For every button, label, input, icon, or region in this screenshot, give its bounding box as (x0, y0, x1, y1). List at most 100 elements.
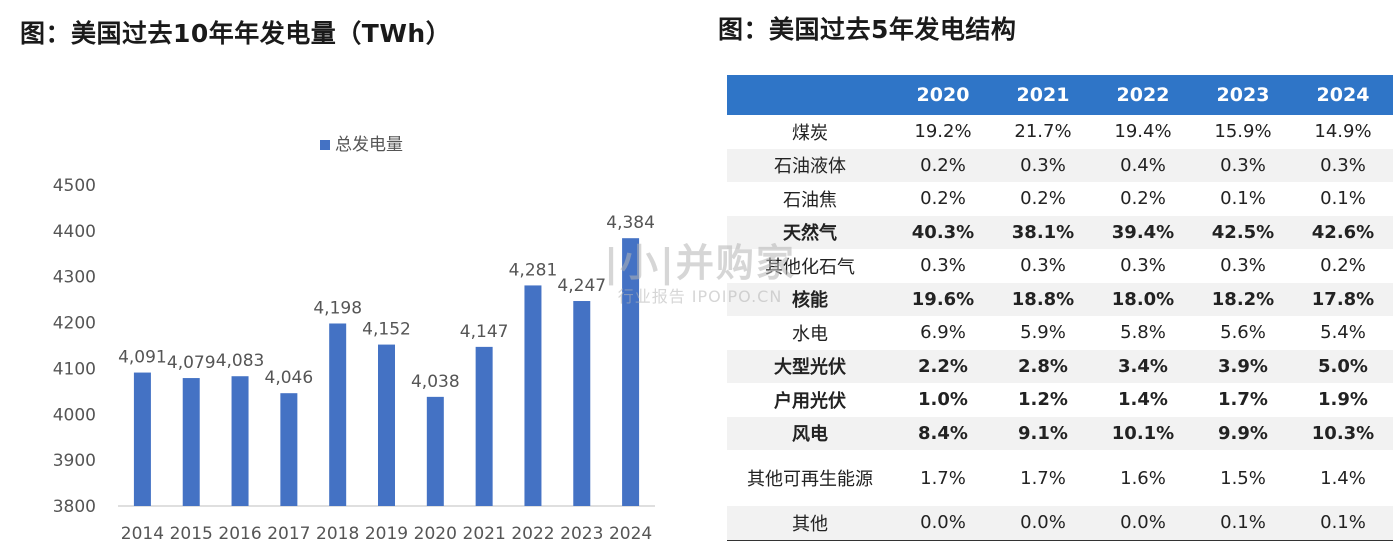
y-tick-label: 3800 (53, 497, 96, 517)
value-cell: 1.7% (1020, 467, 1066, 489)
bar (329, 323, 347, 506)
x-tick-label: 2023 (560, 524, 603, 544)
data-label: 4,147 (460, 322, 509, 342)
row-label-cell: 其他可再生能源 (747, 469, 873, 490)
value-cell: 42.5% (1193, 215, 1293, 249)
bar (280, 393, 298, 506)
value-cell: 38.1% (993, 215, 1093, 249)
value-cell: 18.0% (1093, 282, 1193, 316)
x-tick-label: 2022 (511, 524, 554, 544)
value-cell: 1.0% (918, 389, 968, 411)
data-label: 4,281 (509, 260, 558, 280)
row-label-cell: 其他 (727, 506, 893, 541)
row-label-cell: 煤炭 (792, 122, 828, 144)
value-cell: 1.5% (1220, 467, 1266, 489)
header-cell-year: 2024 (1293, 75, 1393, 115)
generation-structure-table: 2020 2021 2022 2023 2024 煤炭 19.2% 21.7% 19.4% 15… (727, 75, 1393, 541)
value-cell: 0.0% (993, 506, 1093, 541)
value-cell: 19.2% (914, 121, 972, 143)
row-label-cell: 水电 (792, 323, 828, 345)
table-header-row: 2020 2021 2022 2023 2024 (727, 75, 1393, 115)
data-label: 4,083 (216, 351, 265, 371)
legend-label: 总发电量 (335, 135, 403, 155)
table-body: 煤炭 19.2% 21.7% 19.4% 15.9% 14.9% 石油液体 0.2% 0.3% 0… (727, 115, 1393, 541)
value-cell: 9.9% (1193, 416, 1293, 450)
x-tick-label: 2017 (267, 524, 310, 544)
x-tick-label: 2018 (316, 524, 359, 544)
row-label-cell: 风电 (727, 416, 893, 450)
bar (622, 238, 640, 507)
value-cell: 0.2% (893, 148, 993, 182)
value-cell: 1.7% (920, 467, 966, 489)
data-label: 4,198 (313, 298, 362, 318)
y-tick-label: 4200 (53, 314, 96, 334)
value-cell: 5.6% (1220, 322, 1266, 344)
data-label: 4,079 (167, 353, 216, 373)
row-label-cell: 其他化石气 (765, 256, 855, 278)
table-row: 石油液体 0.2% 0.3% 0.4% 0.3% 0.3% (727, 148, 1393, 182)
value-cell: 0.1% (1320, 188, 1366, 210)
value-cell: 1.4% (1320, 467, 1366, 489)
bar (475, 346, 493, 506)
table-row: 核能 19.6% 18.8% 18.0% 18.2% 17.8% (727, 282, 1393, 316)
bar (524, 285, 542, 506)
value-cell: 0.2% (1320, 255, 1366, 277)
value-cell: 2.2% (893, 349, 993, 383)
bar (231, 376, 249, 506)
y-tick-label: 4100 (53, 359, 96, 379)
value-cell: 0.2% (1120, 188, 1166, 210)
value-cell: 0.0% (893, 506, 993, 541)
bar (426, 396, 444, 506)
value-cell: 42.6% (1293, 215, 1393, 249)
value-cell: 0.3% (1220, 255, 1266, 277)
table-row: 其他可再生能源 1.7% 1.7% 1.6% 1.5% 1.4% (727, 450, 1393, 506)
value-cell: 14.9% (1314, 121, 1372, 143)
value-cell: 1.6% (1120, 467, 1166, 489)
chart-title: 图：美国过去10年年发电量（TWh） (20, 19, 452, 48)
data-label: 4,247 (557, 276, 606, 296)
x-tick-label: 2024 (609, 524, 652, 544)
y-tick-label: 3900 (53, 451, 96, 471)
value-cell: 1.4% (1118, 389, 1168, 411)
value-cell: 3.4% (1093, 349, 1193, 383)
value-cell: 0.4% (1093, 148, 1193, 182)
x-tick-label: 2014 (121, 524, 164, 544)
data-label: 4,384 (606, 213, 655, 233)
value-cell: 18.2% (1193, 282, 1293, 316)
x-tick-label: 2016 (218, 524, 261, 544)
bar (378, 344, 395, 506)
value-cell: 0.3% (1193, 148, 1293, 182)
value-cell: 2.8% (993, 349, 1093, 383)
value-cell: 21.7% (1014, 121, 1072, 143)
table-row: 大型光伏 2.2% 2.8% 3.4% 3.9% 5.0% (727, 349, 1393, 383)
header-cell-year: 2022 (1093, 75, 1193, 115)
table-row: 煤炭 19.2% 21.7% 19.4% 15.9% 14.9% (727, 115, 1393, 149)
x-tick-label: 2020 (414, 524, 457, 544)
row-label-cell: 核能 (727, 282, 893, 316)
data-label: 4,152 (362, 320, 411, 340)
value-cell: 0.1% (1293, 506, 1393, 541)
y-tick-label: 4400 (53, 222, 96, 242)
bar (573, 301, 591, 506)
generation-structure-table-wrap: 2020 2021 2022 2023 2024 煤炭 19.2% 21.7% 19.4% 15… (727, 75, 1393, 541)
table-row: 其他 0.0% 0.0% 0.0% 0.1% 0.1% (727, 506, 1393, 541)
table-row: 水电 6.9% 5.9% 5.8% 5.6% 5.4% (727, 316, 1393, 350)
value-cell: 1.7% (1218, 389, 1268, 411)
value-cell: 18.8% (993, 282, 1093, 316)
data-label: 4,091 (118, 348, 167, 368)
table-title: 图：美国过去5年发电结构 (718, 15, 1017, 44)
data-label: 4,046 (265, 368, 314, 388)
value-cell: 5.0% (1293, 349, 1393, 383)
value-cell: 40.3% (893, 215, 993, 249)
y-tick-label: 4500 (53, 176, 96, 196)
table-row: 石油焦 0.2% 0.2% 0.2% 0.1% 0.1% (727, 182, 1393, 216)
value-cell: 0.3% (993, 148, 1093, 182)
table-row: 风电 8.4% 9.1% 10.1% 9.9% 10.3% (727, 416, 1393, 450)
value-cell: 0.1% (1220, 188, 1266, 210)
row-label-cell: 石油液体 (727, 148, 893, 182)
value-cell: 19.4% (1114, 121, 1172, 143)
row-label-cell: 石油焦 (783, 189, 837, 211)
value-cell: 3.9% (1193, 349, 1293, 383)
legend-swatch (320, 140, 330, 150)
value-cell: 5.4% (1320, 322, 1366, 344)
